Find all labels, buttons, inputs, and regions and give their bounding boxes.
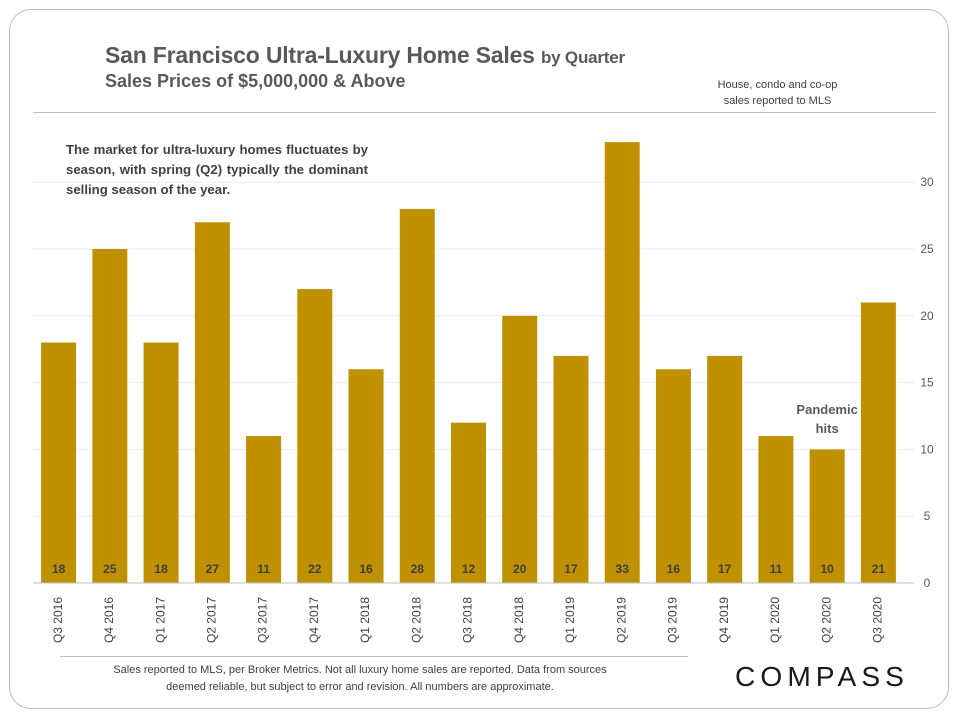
- pandemic-annotation-line-1: Pandemic: [796, 402, 857, 417]
- bar-value-label: 33: [616, 562, 630, 576]
- header-divider: [33, 112, 936, 113]
- y-tick-label: 30: [920, 175, 934, 189]
- bar: [41, 342, 77, 583]
- source-note-line-2: sales reported to MLS: [723, 95, 832, 107]
- x-category-label: Q1 2020: [768, 597, 782, 643]
- pandemic-annotation-line-2: hits: [816, 421, 839, 436]
- x-category-label: Q3 2018: [461, 597, 475, 643]
- bar-value-label: 28: [411, 562, 425, 576]
- y-tick-label: 20: [920, 309, 934, 323]
- bar-value-label: 18: [52, 562, 66, 576]
- bar-value-label: 17: [718, 562, 732, 576]
- x-category-label: Q1 2018: [358, 597, 372, 643]
- y-tick-label: 25: [920, 242, 934, 256]
- bar-value-label: 18: [154, 562, 168, 576]
- x-category-label: Q1 2017: [153, 597, 167, 643]
- x-category-label: Q3 2020: [871, 597, 885, 643]
- footnote: Sales reported to MLS, per Broker Metric…: [60, 662, 660, 696]
- footnote-line-2: deemed reliable, but subject to error an…: [166, 681, 554, 693]
- bar-value-label: 20: [513, 562, 527, 576]
- bar: [553, 355, 589, 583]
- bar-value-label: 11: [770, 562, 783, 576]
- x-category-label: Q2 2018: [409, 597, 423, 643]
- bar: [860, 302, 896, 583]
- chart-subtitle: Sales Prices of $5,000,000 & Above: [105, 71, 406, 91]
- bar: [451, 422, 486, 583]
- x-category-label: Q4 2018: [512, 597, 526, 643]
- compass-logo: COMPASS: [735, 661, 909, 692]
- source-note-line-1: House, condo and co-op: [717, 79, 838, 91]
- bar: [399, 208, 435, 584]
- bar: [758, 436, 794, 583]
- bar: [194, 222, 230, 583]
- x-category-label: Q4 2016: [102, 597, 116, 643]
- bar: [502, 315, 538, 583]
- bar: [348, 369, 384, 583]
- chart-title: San Francisco Ultra-Luxury Home Sales by…: [105, 42, 625, 69]
- bar-value-label: 27: [206, 562, 220, 576]
- x-category-label: Q3 2019: [666, 597, 680, 643]
- bar: [604, 142, 640, 583]
- bar-value-label: 25: [103, 562, 117, 576]
- chart-title-suffix: by Quarter: [540, 48, 625, 67]
- footnote-line-1: Sales reported to MLS, per Broker Metric…: [113, 664, 607, 676]
- x-category-label: Q4 2019: [717, 597, 731, 643]
- bar: [297, 289, 333, 583]
- x-category-label: Q1 2019: [563, 597, 577, 643]
- y-tick-label: 5: [924, 509, 931, 523]
- bar-value-label: 10: [820, 562, 834, 576]
- bar-value-label: 22: [308, 562, 322, 576]
- footer-divider: [60, 656, 688, 657]
- x-category-label: Q2 2019: [614, 597, 628, 643]
- bar-value-label: 16: [667, 562, 681, 576]
- bar: [92, 249, 128, 583]
- x-category-label: Q4 2017: [307, 597, 321, 643]
- x-category-label: Q2 2020: [819, 597, 833, 643]
- bar-value-label: 16: [359, 562, 373, 576]
- source-note: House, condo and co-op sales reported to…: [690, 77, 865, 109]
- seasonality-annotation: The market for ultra-luxury homes fluctu…: [66, 142, 368, 197]
- bar-value-label: 12: [462, 562, 476, 576]
- bar: [143, 342, 179, 583]
- y-tick-label: 15: [920, 376, 934, 390]
- y-tick-label: 10: [920, 442, 934, 456]
- bar-value-label: 17: [564, 562, 578, 576]
- y-tick-label: 0: [924, 576, 931, 590]
- x-category-label: Q3 2016: [51, 597, 65, 643]
- x-category-label: Q2 2017: [204, 597, 218, 643]
- bar: [655, 369, 691, 583]
- bar: [246, 436, 282, 583]
- bar-value-label: 21: [872, 562, 886, 576]
- chart-title-main: San Francisco Ultra-Luxury Home Sales: [105, 42, 535, 68]
- x-category-label: Q3 2017: [256, 597, 270, 643]
- bar-value-label: 11: [257, 562, 270, 576]
- bar: [809, 449, 845, 583]
- compass-logo-text: COMPASS: [735, 661, 909, 692]
- bar: [707, 355, 743, 583]
